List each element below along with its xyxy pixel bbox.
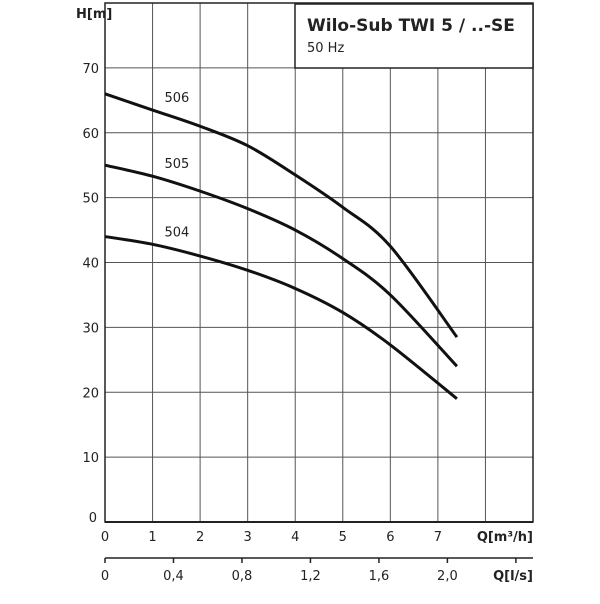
x-tick-label: 4	[291, 530, 299, 545]
x-tick-label: 6	[386, 530, 394, 545]
x-tick-label: 5	[339, 530, 347, 545]
y-tick-label: 40	[82, 257, 99, 272]
x2-axis-label: Q[l/s]	[493, 569, 533, 584]
x2-tick-label: 2,0	[437, 569, 458, 584]
x-axis-label: Q[m³/h]	[477, 530, 533, 545]
y-tick-label: 30	[82, 321, 99, 336]
y-tick-label: 10	[82, 451, 99, 466]
y-tick-label: 50	[82, 192, 99, 207]
y-tick-label: 60	[82, 127, 99, 142]
x2-tick-label: 1,2	[300, 569, 321, 584]
x2-tick-label: 0,4	[163, 569, 184, 584]
chart-subtitle: 50 Hz	[307, 41, 344, 56]
curve-506	[104, 92, 459, 338]
title-box	[294, 3, 534, 69]
x-tick-label: 0	[101, 530, 109, 545]
y-axis-label: H[m]	[76, 7, 112, 22]
y-tick-label: 20	[82, 386, 99, 401]
curve-label-506: 506	[164, 91, 189, 106]
curve-label-505: 505	[164, 157, 189, 172]
x-tick-label: 2	[196, 530, 204, 545]
y-tick-label: 70	[82, 62, 99, 77]
x-tick-label: 1	[148, 530, 156, 545]
curve-label-504: 504	[164, 225, 189, 240]
chart-title: Wilo-Sub TWI 5 / ..-SE	[307, 16, 515, 36]
x-tick-label: 3	[244, 530, 252, 545]
y-tick-label: 0	[89, 511, 97, 526]
curve-505	[104, 163, 459, 368]
curves	[104, 92, 459, 400]
grid	[104, 2, 534, 563]
x2-tick-label: 0	[101, 569, 109, 584]
curve-504	[104, 235, 458, 400]
x2-tick-label: 0,8	[232, 569, 253, 584]
x2-tick-label: 1,6	[369, 569, 390, 584]
x-tick-label: 7	[434, 530, 442, 545]
